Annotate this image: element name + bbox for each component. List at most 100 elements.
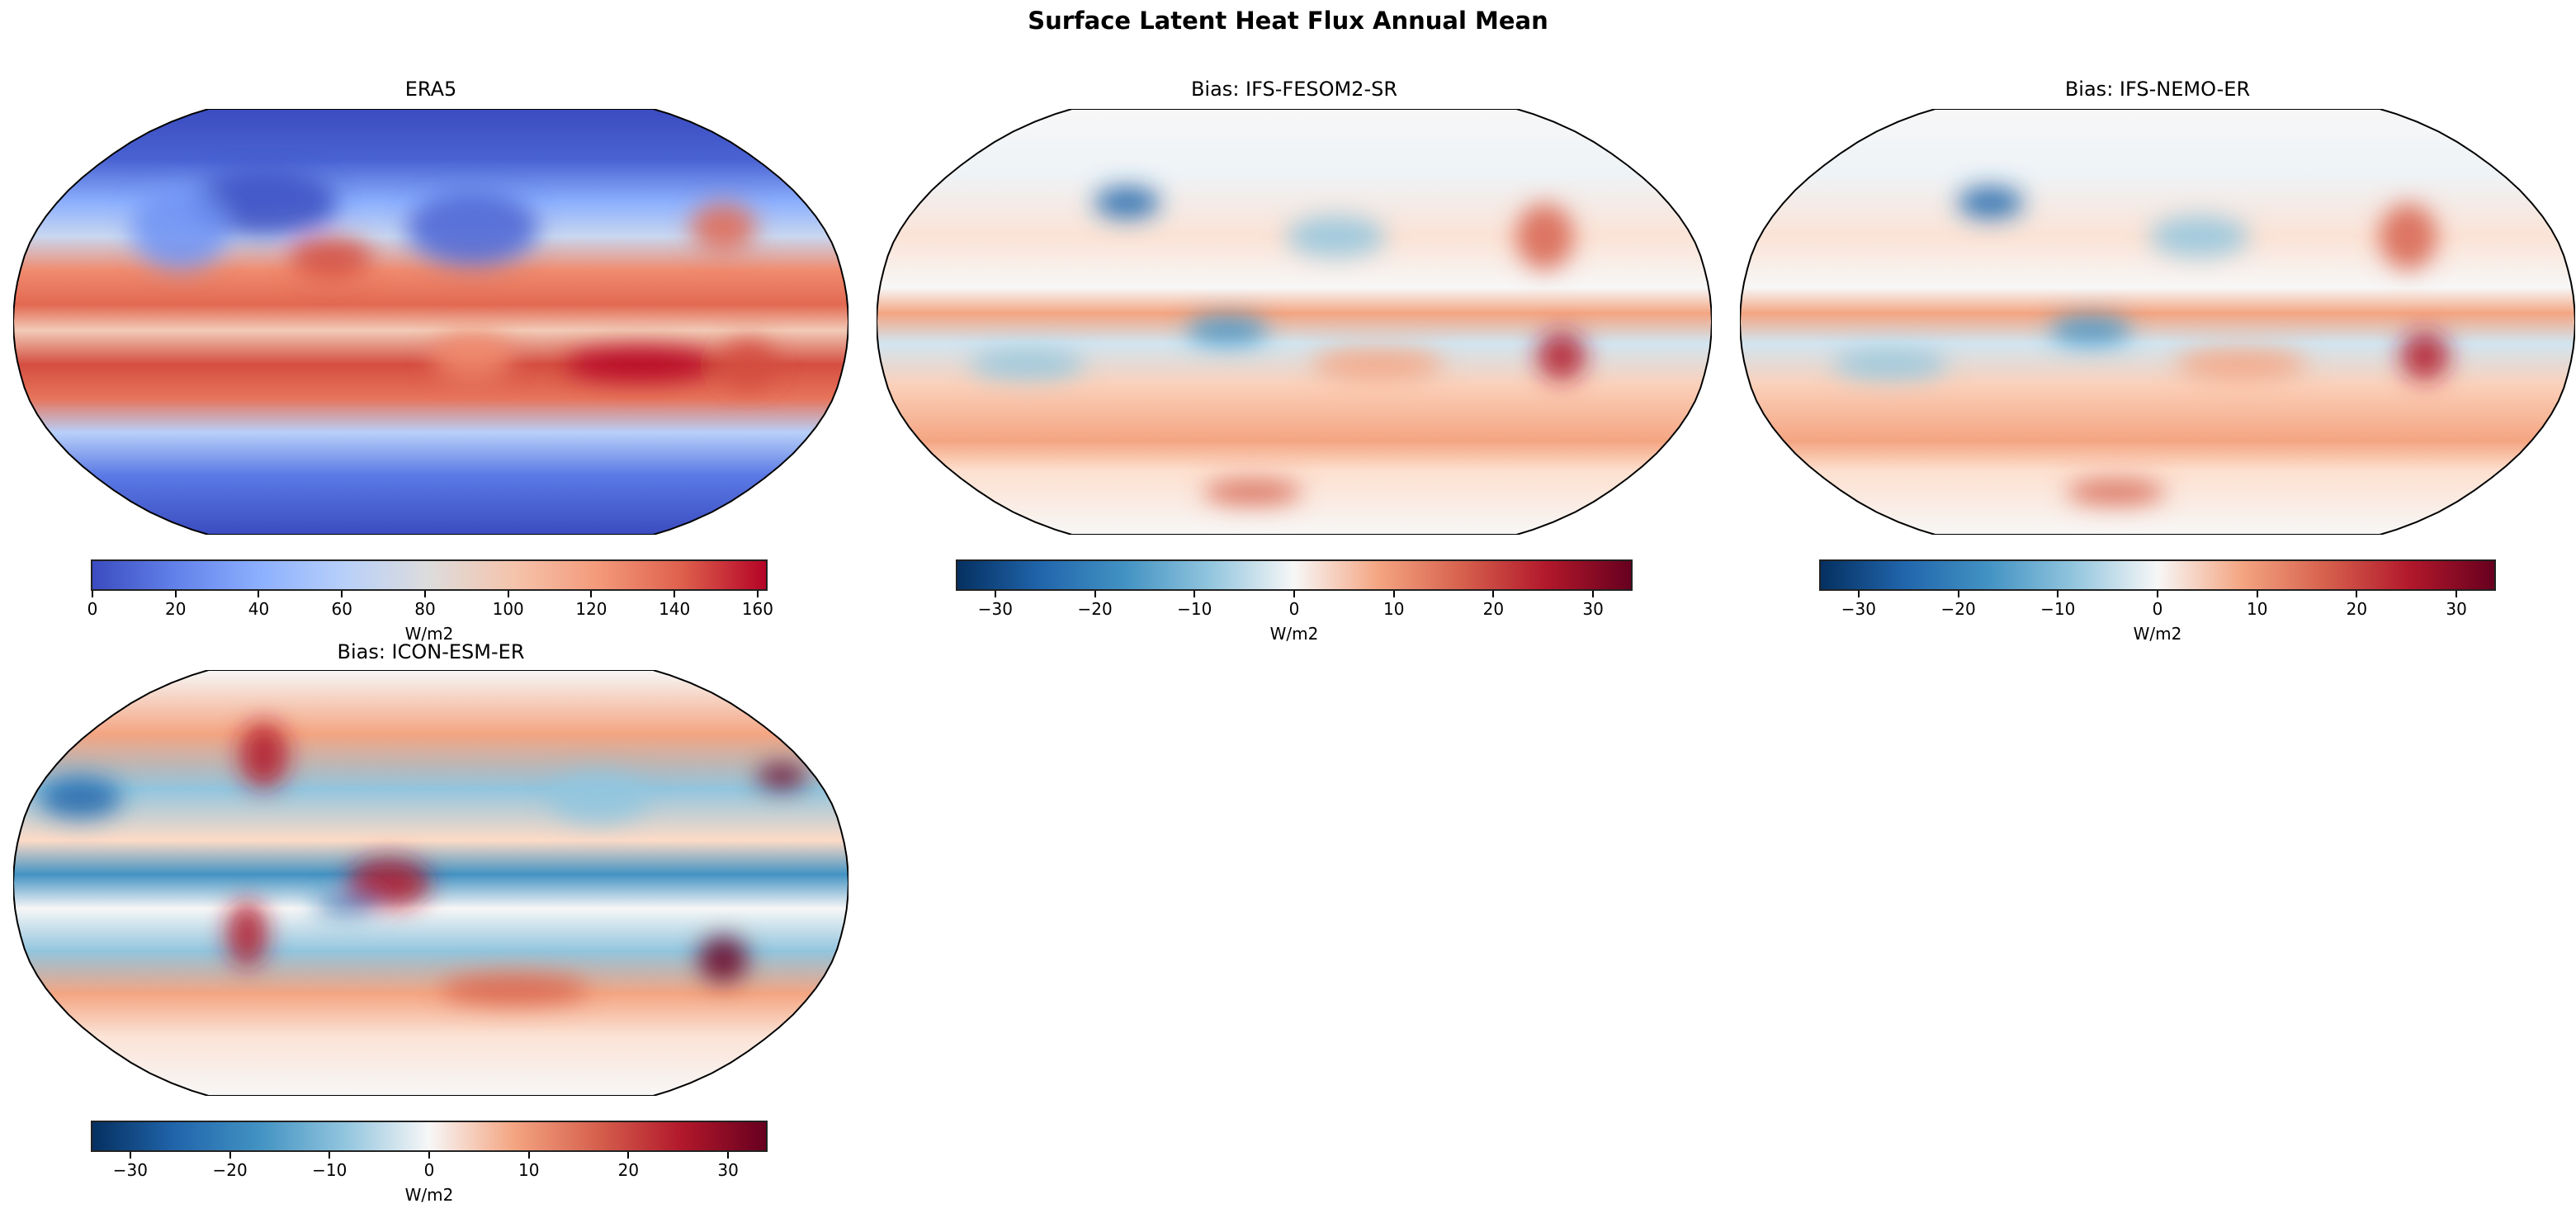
colorbar-tick bbox=[423, 591, 426, 597]
panel-title-ifs-nemo-er: Bias: IFS-NEMO-ER bbox=[2064, 78, 2251, 101]
colorbar-ifs-nemo-er: −30 −20 −10 0 10 20 30 bbox=[1819, 559, 2496, 619]
map-field-feature bbox=[2399, 331, 2450, 381]
panel-title-icon-esm-er: Bias: ICON-ESM-ER bbox=[337, 640, 525, 663]
colorbar-icon-esm-er: −30 −20 −10 0 10 20 30 bbox=[91, 1121, 768, 1180]
colorbar-tick bbox=[2157, 591, 2158, 597]
colorbar-tick-label: −10 bbox=[2040, 599, 2076, 619]
colorbar-tick bbox=[1193, 591, 1196, 597]
colorbar-tick bbox=[1094, 591, 1096, 597]
map-field-feature bbox=[1286, 215, 1386, 257]
colorbar-label-icon-esm-er: W/m2 bbox=[404, 1185, 454, 1205]
colorbar-tick bbox=[756, 591, 759, 597]
map-field-feature bbox=[2066, 479, 2166, 505]
panel-title-era5: ERA5 bbox=[404, 78, 457, 101]
map-field-feature bbox=[548, 772, 648, 823]
colorbar-tick bbox=[1293, 591, 1295, 597]
colorbar-tick bbox=[590, 591, 593, 597]
colorbar-tick bbox=[2455, 591, 2458, 597]
colorbar-tick bbox=[727, 1152, 730, 1159]
map-field-feature bbox=[719, 339, 778, 389]
colorbar-tick bbox=[341, 591, 343, 597]
map-field-feature bbox=[431, 331, 514, 381]
colorbar-tick-label: −10 bbox=[312, 1160, 347, 1180]
colorbar-tick bbox=[428, 1152, 430, 1159]
map-field-feature bbox=[1536, 331, 1586, 381]
colorbar-tick bbox=[174, 591, 177, 597]
colorbar-tick-label: −20 bbox=[1940, 599, 1976, 619]
colorbar-era5: 0 20 40 60 80 100 120 140 160 bbox=[87, 559, 773, 619]
colorbar-tick-label: 160 bbox=[741, 599, 774, 619]
map-field-feature bbox=[226, 900, 268, 967]
colorbar-tick-label: 60 bbox=[331, 599, 352, 619]
map-boundary bbox=[1740, 109, 2575, 535]
colorbar-tick-label: −30 bbox=[112, 1160, 148, 1180]
colorbar-tick bbox=[627, 1152, 630, 1159]
map-field-feature bbox=[289, 237, 372, 279]
colorbar-tick-label: 20 bbox=[1482, 599, 1505, 619]
colorbar-label-ifs-fesom2-sr: W/m2 bbox=[1269, 624, 1319, 644]
map-field-feature bbox=[969, 349, 1085, 380]
colorbar-tick bbox=[2256, 591, 2258, 597]
map-field-feature bbox=[1832, 349, 1949, 380]
map-field-feature bbox=[1515, 203, 1574, 270]
colorbar-tick-label: 0 bbox=[87, 599, 98, 619]
map-boundary bbox=[877, 109, 1712, 535]
map-field-feature bbox=[2049, 315, 2133, 346]
colorbar-tick-label: 0 bbox=[423, 1160, 435, 1180]
colorbar-label-era5: W/m2 bbox=[404, 624, 454, 644]
colorbar-tick-label: 30 bbox=[2446, 599, 2467, 619]
colorbar-tick bbox=[1957, 591, 1959, 597]
figure-title: Surface Latent Heat Flux Annual Mean bbox=[1028, 7, 1548, 35]
colorbar-tick bbox=[527, 1152, 530, 1159]
map-boundary bbox=[13, 109, 848, 535]
map-field-feature bbox=[38, 776, 121, 819]
colorbar-tick-label: 40 bbox=[248, 599, 270, 619]
colorbar-tick bbox=[1592, 591, 1595, 597]
colorbar-tick bbox=[2057, 591, 2059, 597]
colorbar-tick-label: 20 bbox=[2346, 599, 2368, 619]
colorbar-tick-label: 140 bbox=[659, 599, 691, 619]
colorbar-tick-label: 20 bbox=[617, 1160, 640, 1180]
map-field-feature bbox=[690, 203, 757, 253]
colorbar-tick bbox=[2356, 591, 2358, 597]
colorbar-tick-label: 30 bbox=[1582, 599, 1604, 619]
colorbar-tick-label: 10 bbox=[1383, 599, 1405, 619]
map-field bbox=[877, 109, 1712, 535]
colorbar-tick-label: 20 bbox=[165, 599, 187, 619]
panel-title-ifs-fesom2-sr: Bias: IFS-FESOM2-SR bbox=[1190, 78, 1398, 101]
colorbar-tick-label: −30 bbox=[977, 599, 1013, 619]
map-ifs-nemo-er bbox=[1740, 109, 2575, 535]
map-field-feature bbox=[440, 975, 589, 1004]
colorbar-tick bbox=[92, 591, 93, 597]
colorbar-tick bbox=[129, 1152, 131, 1159]
map-field bbox=[1740, 109, 2575, 535]
map-field-feature bbox=[1203, 479, 1302, 505]
colorbar-tick-label: 30 bbox=[717, 1160, 739, 1180]
colorbar-tick-label: 100 bbox=[492, 599, 524, 619]
colorbar-tick-label: 80 bbox=[414, 599, 436, 619]
map-field-feature bbox=[130, 186, 230, 270]
map-field-feature bbox=[406, 191, 539, 266]
colorbar-tick bbox=[229, 1152, 231, 1159]
map-field-feature bbox=[1312, 347, 1444, 381]
colorbar-tick-label: −10 bbox=[1177, 599, 1212, 619]
map-field-feature bbox=[314, 894, 380, 914]
map-field-feature bbox=[1094, 186, 1160, 219]
map-field-feature bbox=[239, 722, 289, 789]
colorbar-tick bbox=[1392, 591, 1395, 597]
map-field-feature bbox=[565, 347, 714, 381]
map-field-feature bbox=[2379, 203, 2437, 270]
colorbar-tick bbox=[507, 591, 509, 597]
colorbar-tick bbox=[674, 591, 676, 597]
map-ifs-fesom2-sr bbox=[877, 109, 1712, 535]
map-icon-esm-er bbox=[13, 670, 848, 1096]
colorbar-tick bbox=[1492, 591, 1495, 597]
colorbar-tick-label: 120 bbox=[575, 599, 607, 619]
colorbar-tick-label: −30 bbox=[1841, 599, 1876, 619]
map-field-feature bbox=[1957, 186, 2024, 219]
colorbar-tick-label: −20 bbox=[1077, 599, 1113, 619]
colorbar-ifs-fesom2-sr: −30 −20 −10 0 10 20 30 bbox=[956, 559, 1633, 619]
colorbar-tick-label: 0 bbox=[2152, 599, 2163, 619]
colorbar-tick bbox=[258, 591, 260, 597]
map-field-feature bbox=[1186, 315, 1269, 346]
